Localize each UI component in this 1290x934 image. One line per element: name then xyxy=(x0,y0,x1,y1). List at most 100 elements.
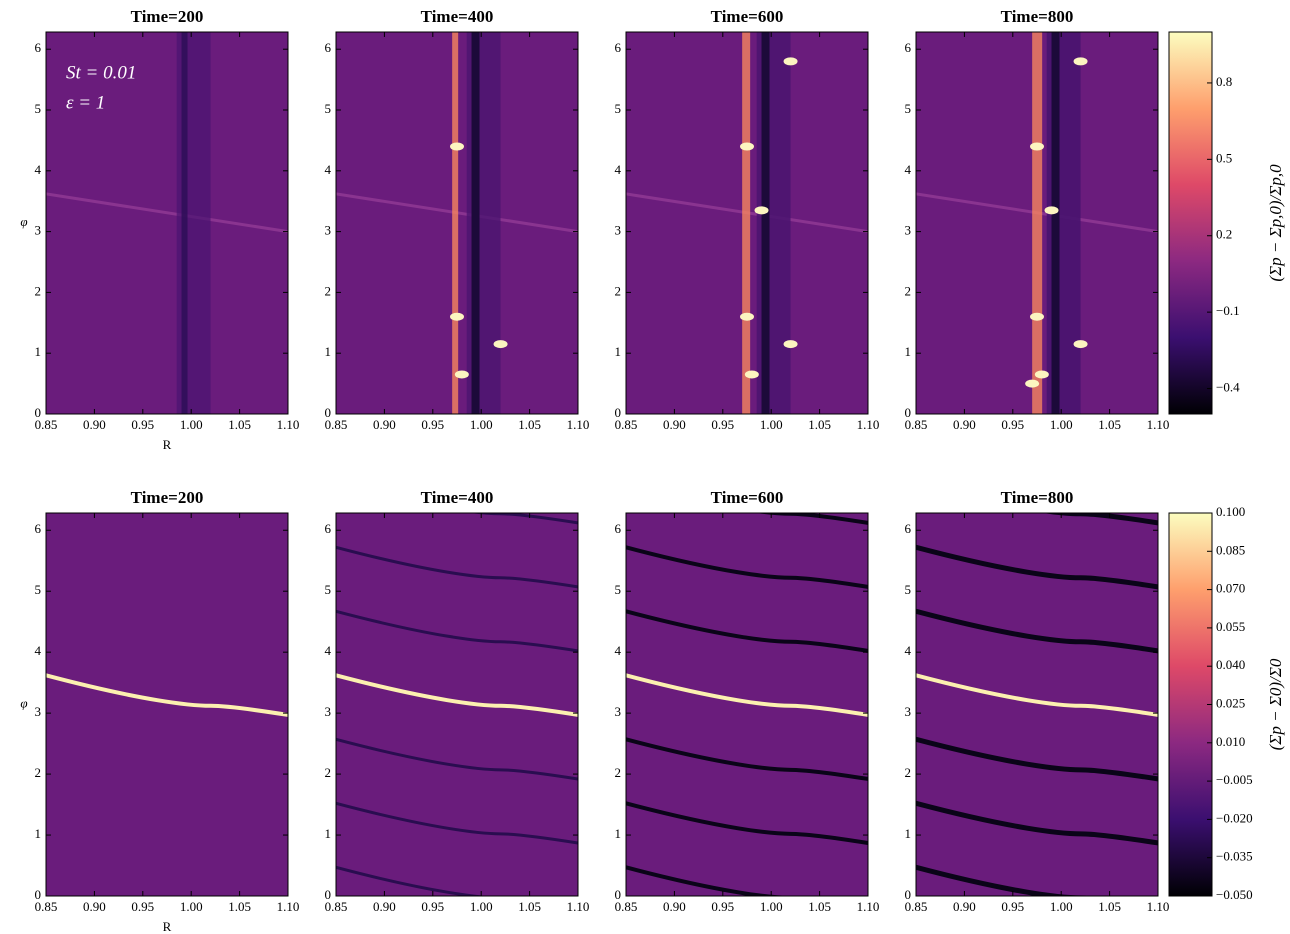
y-tick-label: 6 xyxy=(35,521,42,536)
x-tick-label: 1.05 xyxy=(1098,899,1121,914)
y-tick-label: 4 xyxy=(615,162,622,177)
y-tick-label: 2 xyxy=(325,283,332,298)
heatmap xyxy=(46,513,288,896)
y-tick-label: 5 xyxy=(35,101,42,116)
x-tick-label: 0.85 xyxy=(35,417,58,432)
panel-title: Time=600 xyxy=(711,7,784,26)
heatmap-bg xyxy=(626,513,868,896)
wake xyxy=(626,865,797,896)
x-tick-label: 1.10 xyxy=(277,417,300,432)
clump xyxy=(754,206,769,215)
colorbar-tick-label: −0.020 xyxy=(1216,810,1253,825)
panel-title: Time=200 xyxy=(131,488,204,507)
y-tick-label: 3 xyxy=(325,704,332,719)
x-tick-label: 0.95 xyxy=(131,417,154,432)
x-tick-label: 1.10 xyxy=(567,417,590,432)
y-tick-label: 6 xyxy=(615,40,622,55)
y-tick-label: 5 xyxy=(615,101,622,116)
panel-title: Time=800 xyxy=(1001,7,1074,26)
y-tick-label: 6 xyxy=(905,521,912,536)
y-tick-label: 2 xyxy=(905,283,912,298)
colorbar-tick-label: −0.050 xyxy=(1216,887,1253,902)
y-tick-label: 0 xyxy=(325,887,332,902)
colorbar-tick-label: −0.005 xyxy=(1216,772,1253,787)
axes-frame xyxy=(45,512,289,897)
x-tick-label: 0.90 xyxy=(83,417,106,432)
y-tick-label: 3 xyxy=(615,223,622,238)
y-tick-label: 0 xyxy=(905,887,912,902)
x-tick-label: 0.90 xyxy=(373,417,396,432)
x-tick-label: 1.10 xyxy=(1147,417,1170,432)
y-tick-label: 0 xyxy=(35,405,42,420)
x-tick-label: 1.00 xyxy=(760,899,783,914)
x-tick-label: 0.85 xyxy=(905,417,928,432)
x-tick-label: 1.00 xyxy=(1050,417,1073,432)
colorbar-tick-label: −0.4 xyxy=(1216,380,1240,395)
y-tick-label: 2 xyxy=(35,765,42,780)
clump xyxy=(493,340,508,349)
y-tick-label: 0 xyxy=(615,405,622,420)
wake xyxy=(916,864,1095,896)
wake xyxy=(626,609,868,653)
y-tick-label: 4 xyxy=(35,162,42,177)
y-tick-label: 1 xyxy=(325,344,332,359)
y-tick-label: 6 xyxy=(325,40,332,55)
y-tick-label: 0 xyxy=(905,405,912,420)
annotation: St = 0.01 xyxy=(66,62,136,83)
y-tick-label: 0 xyxy=(325,405,332,420)
heatmap xyxy=(626,513,868,896)
colorbar-tick-label: 0.025 xyxy=(1216,695,1245,710)
clump xyxy=(783,57,798,66)
colorbar-tick-label: 0.100 xyxy=(1216,504,1245,519)
y-tick-label: 1 xyxy=(325,826,332,841)
x-tick-label: 1.10 xyxy=(1147,899,1170,914)
y-axis-label: φ xyxy=(20,695,27,710)
colorbar-tick-label: 0.055 xyxy=(1216,619,1245,634)
bright-band xyxy=(1032,32,1043,414)
heatmap xyxy=(916,513,1158,896)
clump xyxy=(744,370,759,379)
clump xyxy=(450,142,464,151)
y-tick-label: 5 xyxy=(905,101,912,116)
colorbar-label: (Σp − Σp,0)/Σp,0 xyxy=(1266,164,1285,282)
x-tick-label: 0.95 xyxy=(1001,899,1024,914)
y-tick-label: 3 xyxy=(325,223,332,238)
heatmap xyxy=(336,513,578,896)
x-tick-label: 0.95 xyxy=(421,899,444,914)
wake xyxy=(1042,513,1158,526)
x-tick-label: 0.90 xyxy=(83,899,106,914)
x-tick-label: 0.95 xyxy=(1001,417,1024,432)
x-tick-label: 0.95 xyxy=(711,417,734,432)
wake-bright xyxy=(336,673,578,717)
axes-frame xyxy=(335,31,579,415)
x-axis-label: R xyxy=(163,919,172,934)
x-tick-label: 1.00 xyxy=(180,899,203,914)
y-tick-label: 5 xyxy=(615,582,622,597)
x-tick-label: 0.90 xyxy=(953,899,976,914)
x-tick-label: 1.05 xyxy=(228,417,251,432)
y-tick-label: 0 xyxy=(615,887,622,902)
y-tick-label: 4 xyxy=(325,643,332,658)
x-tick-label: 1.05 xyxy=(518,417,541,432)
wake-bright xyxy=(46,673,288,717)
x-tick-label: 0.95 xyxy=(421,417,444,432)
clump xyxy=(454,370,469,379)
x-tick-label: 0.85 xyxy=(905,899,928,914)
heatmap-bg xyxy=(46,32,288,414)
y-tick-label: 2 xyxy=(905,765,912,780)
wake-bright xyxy=(916,673,1158,717)
y-tick-label: 1 xyxy=(35,344,42,359)
y-tick-label: 4 xyxy=(905,643,912,658)
y-tick-label: 1 xyxy=(905,344,912,359)
heatmap xyxy=(626,32,868,414)
colorbar-tick-label: 0.2 xyxy=(1216,227,1232,242)
dark-band xyxy=(761,32,770,414)
wake xyxy=(916,736,1158,782)
y-tick-label: 2 xyxy=(325,765,332,780)
y-tick-label: 5 xyxy=(35,582,42,597)
clump xyxy=(1073,57,1088,66)
y-tick-label: 1 xyxy=(615,826,622,841)
y-tick-label: 3 xyxy=(905,223,912,238)
y-tick-label: 6 xyxy=(615,521,622,536)
